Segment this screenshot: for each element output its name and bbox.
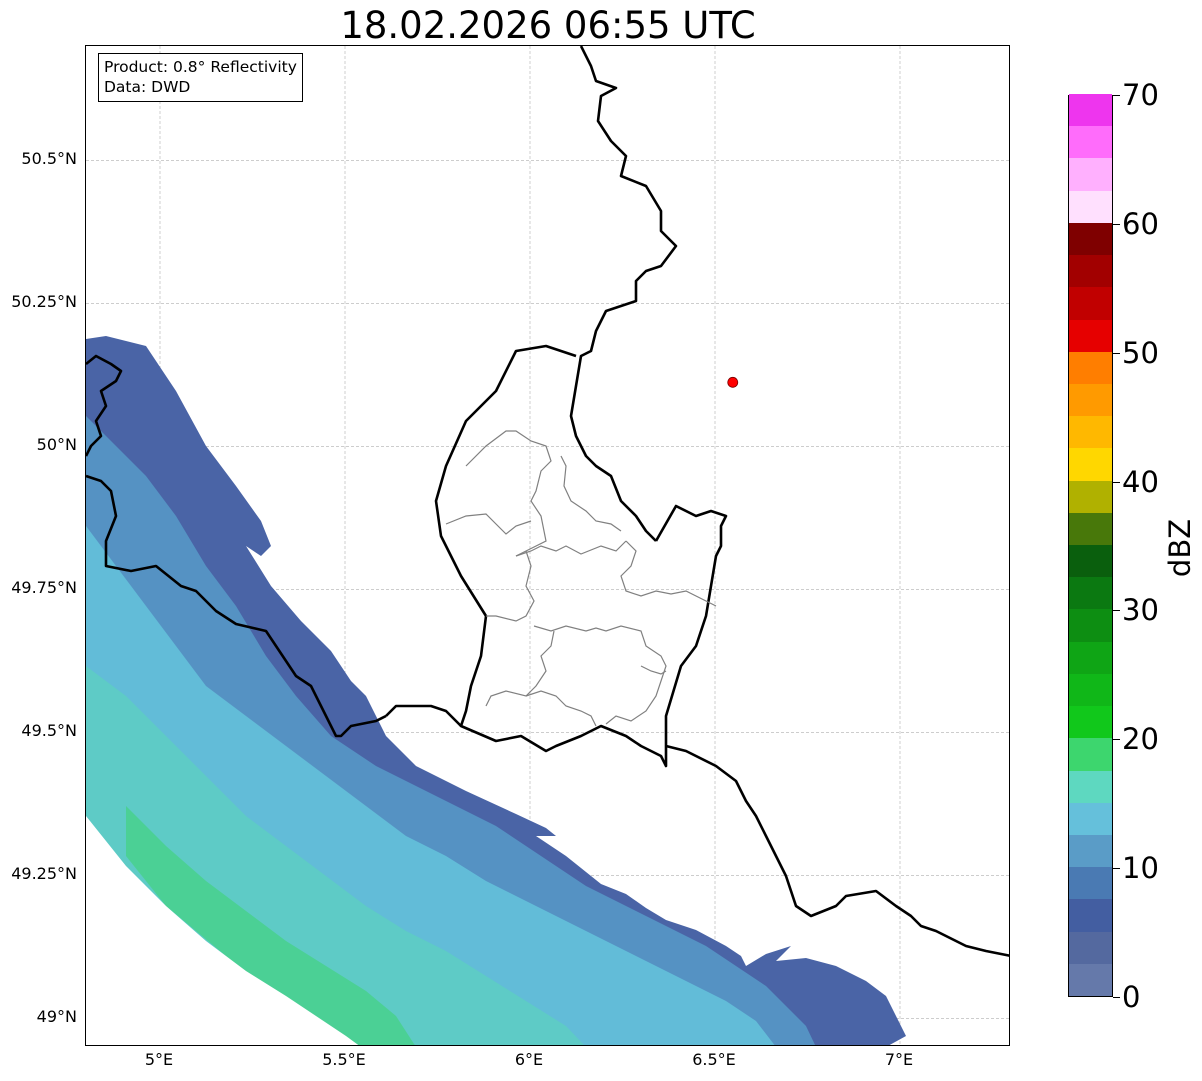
colorbar-segment — [1069, 608, 1112, 642]
colorbar-tick-mark — [1113, 997, 1120, 998]
reflectivity-field — [86, 336, 906, 1045]
colorbar-segment — [1069, 93, 1112, 127]
lon-tick-label: 5.5°E — [322, 1050, 366, 1069]
border-belgium-luxembourg-south — [385, 704, 462, 727]
colorbar-tick-label: 70 — [1122, 78, 1159, 112]
lon-tick-label: 7°E — [884, 1050, 914, 1069]
colorbar-tick-label: 30 — [1122, 593, 1159, 628]
border-west-edge — [86, 354, 123, 457]
colorbar-tick-mark — [1113, 352, 1120, 354]
lat-tick-label: 50°N — [36, 435, 77, 455]
canton-boundary — [515, 540, 627, 557]
canton-boundary — [525, 690, 597, 727]
canton-boundary — [533, 625, 667, 725]
colorbar-segment — [1069, 480, 1112, 513]
colorbar-tick-mark — [1113, 223, 1120, 225]
canton-boundary — [620, 540, 717, 607]
lon-tick-label: 6°E — [514, 1050, 544, 1069]
reflectivity-band-green — [126, 806, 415, 1045]
canton-boundary — [465, 430, 552, 557]
colorbar-segment — [1069, 222, 1112, 256]
lat-tick-label: 49.75°N — [11, 578, 77, 598]
colorbar-tick-label: 20 — [1122, 722, 1159, 757]
canton-boundary — [485, 630, 555, 707]
colorbar-tick-label: 0 — [1122, 980, 1141, 1014]
lat-tick-label: 49.25°N — [11, 864, 77, 884]
radar-map[interactable] — [85, 45, 1010, 1046]
lat-tick-label: 50.5°N — [21, 149, 77, 169]
colorbar-segment — [1069, 737, 1112, 771]
lon-tick-label: 5°E — [144, 1050, 174, 1069]
radar-site-marker[interactable] — [727, 376, 739, 388]
lat-tick-label: 50.25°N — [11, 292, 77, 312]
colorbar-tick-label: 60 — [1122, 206, 1159, 241]
colorbar-segment — [1069, 576, 1112, 610]
colorbar-segment — [1069, 898, 1112, 932]
colorbar-segment — [1069, 447, 1112, 481]
colorbar-tick-label: 40 — [1122, 464, 1159, 499]
colorbar-tick-label: 10 — [1122, 851, 1159, 886]
colorbar-tick-mark — [1113, 739, 1120, 741]
colorbar-segment — [1069, 125, 1112, 159]
colorbar-segment — [1069, 544, 1112, 578]
border-germany-belgium — [569, 46, 678, 542]
lon-tick-label: 6.5°E — [692, 1050, 736, 1069]
canton-boundary — [445, 513, 532, 535]
colorbar-segment — [1069, 512, 1112, 545]
colorbar-segment — [1069, 157, 1112, 191]
border-luxembourg — [434, 344, 728, 768]
colorbar — [1068, 93, 1113, 997]
colorbar-segment — [1069, 705, 1112, 739]
product-info-box: Product: 0.8° Reflectivity Data: DWD — [98, 53, 303, 102]
colorbar-segment — [1069, 770, 1112, 803]
map-canvas — [86, 46, 1009, 1045]
map-title: 18.02.2026 06:55 UTC — [340, 4, 756, 47]
colorbar-tick-mark — [1113, 95, 1120, 96]
lat-tick-label: 49°N — [36, 1007, 77, 1027]
canton-boundary — [640, 665, 667, 675]
colorbar-tick-mark — [1113, 481, 1120, 483]
luxembourg-cantons — [445, 430, 717, 727]
colorbar-segment — [1069, 351, 1112, 384]
colorbar-segment — [1069, 415, 1112, 449]
colorbar-segment — [1069, 286, 1112, 320]
colorbar-segment — [1069, 319, 1112, 352]
colorbar-segment — [1069, 866, 1112, 900]
border-france-belgium — [86, 474, 387, 738]
border-france-germany — [665, 744, 1009, 957]
colorbar-segment — [1069, 190, 1112, 223]
data-source-label: Data: DWD — [104, 78, 191, 96]
colorbar-tick-mark — [1113, 610, 1120, 612]
colorbar-segment — [1069, 963, 1112, 996]
colorbar-tick-label: 50 — [1122, 335, 1159, 370]
product-label: Product: 0.8° Reflectivity — [104, 58, 297, 76]
colorbar-title: dBZ — [1163, 518, 1197, 578]
colorbar-segment — [1069, 834, 1112, 868]
colorbar-segment — [1069, 931, 1112, 964]
country-borders — [86, 46, 1009, 957]
colorbar-segment — [1069, 641, 1112, 674]
colorbar-segment — [1069, 254, 1112, 288]
lat-tick-label: 49.5°N — [21, 721, 77, 741]
colorbar-tick-mark — [1113, 868, 1120, 870]
clear-zone — [86, 816, 359, 1045]
colorbar-segment — [1069, 673, 1112, 707]
canton-boundary — [560, 455, 622, 532]
canton-boundary — [486, 550, 535, 622]
colorbar-segment — [1069, 383, 1112, 417]
colorbar-segment — [1069, 802, 1112, 835]
